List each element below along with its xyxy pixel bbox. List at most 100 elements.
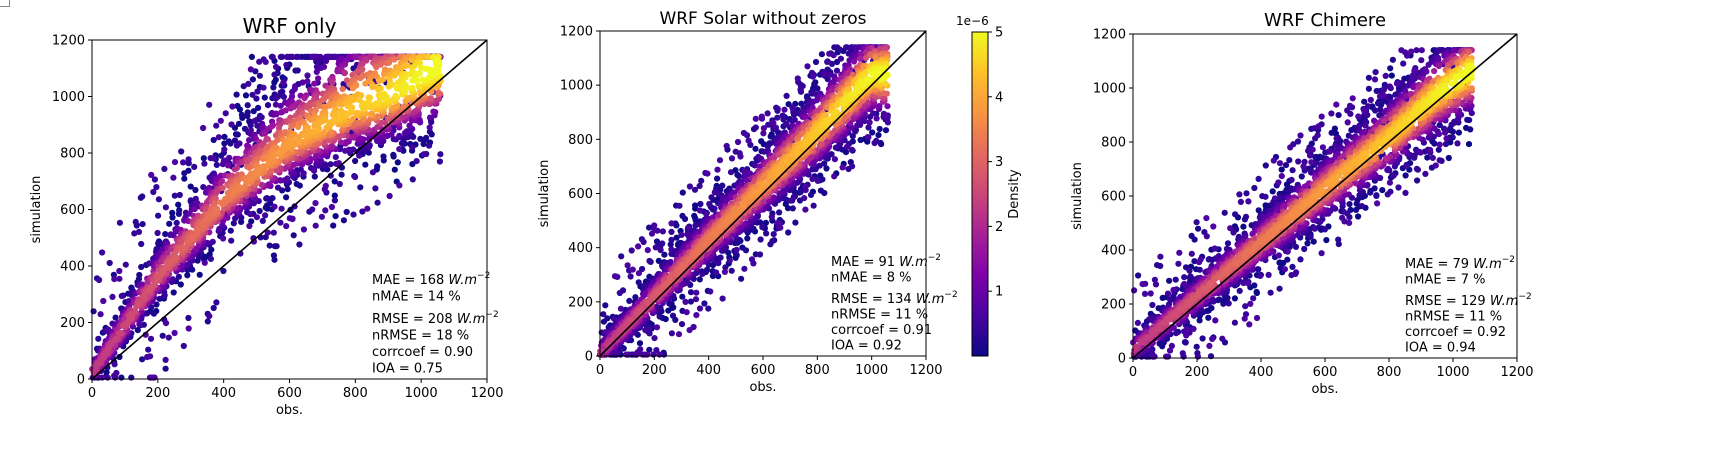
scatter-point	[170, 175, 176, 181]
scatter-point	[332, 197, 338, 203]
scatter-point	[808, 192, 814, 198]
scatter-point	[181, 170, 187, 176]
scatter-point	[373, 64, 379, 70]
scatter-point	[665, 308, 671, 314]
scatter-point	[323, 183, 329, 189]
scatter-point	[166, 335, 172, 341]
scatter-point	[312, 174, 318, 180]
scatter-point	[172, 159, 178, 165]
scatter-point	[262, 212, 268, 218]
scatter-point	[211, 305, 217, 311]
scatter-point	[727, 258, 733, 264]
y-axis-label: simulation	[29, 176, 44, 244]
scatter-point	[720, 296, 726, 302]
scatter-point	[257, 208, 263, 214]
scatter-point	[342, 61, 348, 67]
scatter-point	[867, 119, 873, 125]
scatter-point	[236, 140, 242, 146]
scatter-point	[287, 215, 293, 221]
scatter-point	[729, 155, 735, 161]
scatter-point	[311, 168, 317, 174]
scatter-point	[711, 206, 717, 212]
scatter-point	[228, 238, 234, 244]
scatter-point	[257, 73, 263, 79]
stat-line: IOA = 0.75	[372, 362, 443, 377]
x-tick-label: 0	[88, 386, 96, 401]
scatter-point	[271, 204, 277, 210]
scatter-point	[618, 306, 624, 312]
scatter-point	[724, 143, 730, 149]
scatter-point	[396, 146, 402, 152]
scatter-point	[216, 134, 222, 140]
scatter-point	[630, 267, 636, 273]
scatter-point	[633, 352, 639, 358]
scatter-point	[391, 73, 397, 79]
scatter-point	[271, 257, 277, 263]
scatter-point	[181, 343, 187, 349]
scatter-point	[618, 253, 624, 259]
scatter-point	[250, 76, 256, 82]
scatter-point	[668, 220, 674, 226]
scatter-point	[802, 207, 808, 213]
scatter-point	[254, 214, 260, 220]
scatter-point	[792, 220, 798, 226]
scatter-point	[181, 244, 187, 250]
scatter-point	[356, 153, 362, 159]
scatter-point	[410, 176, 416, 182]
scatter-point	[112, 336, 118, 342]
scatter-point	[138, 241, 144, 247]
scatter-point	[770, 120, 776, 126]
stat-value: RMSE = 208	[372, 312, 453, 327]
scatter-point	[858, 137, 864, 143]
scatter-point	[133, 219, 139, 225]
scatter-point	[717, 157, 723, 163]
scatter-point	[411, 63, 417, 69]
scatter-point	[243, 92, 249, 98]
scatter-point	[202, 260, 208, 266]
scatter-point	[719, 183, 725, 189]
scatter-point	[295, 67, 301, 73]
scatter-point	[676, 331, 682, 337]
y-tick-label: 1200	[52, 34, 85, 49]
scatter-point	[245, 81, 251, 87]
scatter-point	[137, 299, 143, 305]
scatter-point	[819, 51, 825, 57]
scatter-point	[759, 114, 765, 120]
scatter-point	[99, 375, 105, 381]
scatter-point	[106, 345, 112, 351]
scatter-point	[657, 313, 663, 319]
scatter-point	[417, 136, 423, 142]
scatter-point	[316, 126, 322, 132]
scatter-point	[714, 167, 720, 173]
scatter-point	[91, 308, 97, 314]
scatter-point	[354, 110, 360, 116]
scatter-point	[741, 201, 747, 207]
scatter-point	[352, 174, 358, 180]
scatter-point	[752, 162, 758, 168]
scatter-point	[704, 171, 710, 177]
scatter-point	[680, 190, 686, 196]
scatter-point	[350, 85, 356, 91]
scatter-point	[169, 214, 175, 220]
scatter-point	[736, 173, 742, 179]
scatter-point	[802, 113, 808, 119]
scatter-point	[651, 335, 657, 341]
scatter-point	[176, 274, 182, 280]
scatter-point	[769, 238, 775, 244]
scatter-point	[809, 176, 815, 182]
scatter-point	[810, 74, 816, 80]
scatter-point	[98, 311, 104, 317]
scatter-point	[678, 232, 684, 238]
scatter-point	[734, 247, 740, 253]
scatter-point	[326, 54, 332, 60]
scatter-point	[176, 211, 182, 217]
scatter-point	[364, 206, 370, 212]
scatter-point	[277, 220, 283, 226]
scatter-point	[313, 54, 319, 60]
scatter-point	[428, 95, 434, 101]
x-tick-label: 1000	[405, 386, 438, 401]
scatter-point	[289, 54, 295, 60]
scatter-point	[147, 353, 153, 359]
scatter-point	[636, 279, 642, 285]
